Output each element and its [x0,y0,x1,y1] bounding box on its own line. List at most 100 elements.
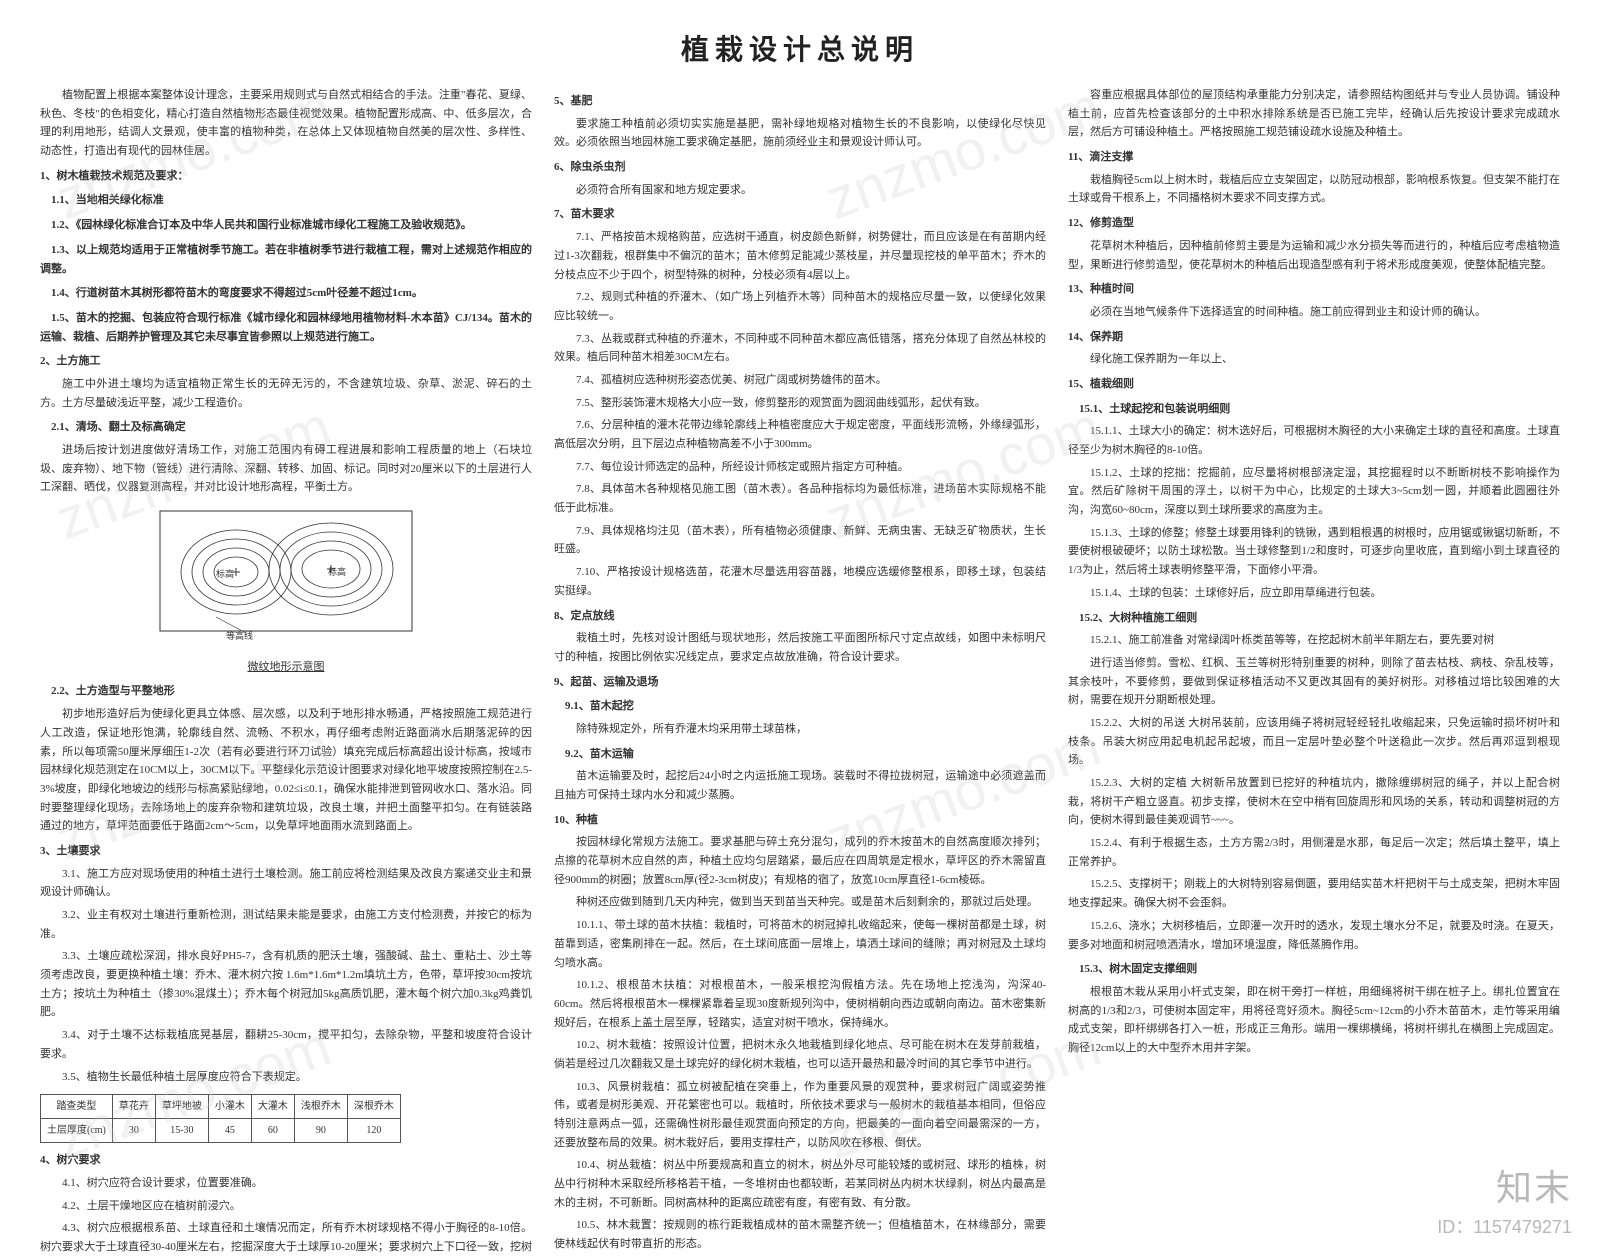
body-paragraph: 1.2、《园林绿化标准合订本及中华人民共和国行业标准城市绿化工程施工及验收规范》… [40,216,532,235]
body-paragraph: 4.2、土层干燥地区应在植树前浸穴。 [40,1197,532,1216]
body-paragraph: 12、修剪造型 [1068,214,1560,233]
table-cell: 120 [347,1119,400,1143]
body-paragraph: 花草树木种植后，因种植前修剪主要是为运输和减少水分损失等而进行的，种植后应考虑植… [1068,237,1560,274]
body-paragraph: 必须在当地气候条件下选择适宜的时间种植。施工前应得到业主和设计师的确认。 [1068,303,1560,322]
body-paragraph: 4、树穴要求 [40,1151,532,1170]
body-paragraph: 容重应根据具体部位的屋顶结构承重能力分别决定，请参照结构图纸并与专业人员协调。铺… [1068,86,1560,142]
body-paragraph: 15.2.2、大树的吊送 大树吊装前，应该用绳子将树冠轻经轻扎收缩起来，只免运输… [1068,714,1560,770]
body-paragraph: 15.2.3、大树的定植 大树新吊放置到已挖好的种植坑内，撤除缠绑树冠的绳子，并… [1068,774,1560,830]
body-paragraph: 3、土壤要求 [40,842,532,861]
column-2: 5、基肥要求施工种植前必须切实实施是基肥，需补绿地规格对植物生长的不良影响，以使… [554,86,1046,1257]
body-paragraph: 10.1.1、带土球的苗木扶植：栽植时，可将苗木的树冠掉扎收缩起来，使每一棵树苗… [554,916,1046,972]
table-cell: 15-30 [155,1119,208,1143]
body-paragraph: 1.4、行道树苗木其树形都符苗木的弯度要求不得超过5cm叶径差不超过1cm。 [40,284,532,303]
table-cell: 30 [112,1119,155,1143]
body-paragraph: 5、基肥 [554,92,1046,111]
body-paragraph: 10.3、风景树栽植：孤立树被配植在突垂上，作为重要风景的观赏种，要求树冠广阔或… [554,1078,1046,1153]
body-paragraph: 绿化施工保养期为一年以上、 [1068,350,1560,369]
body-paragraph: 15.2.4、有利于根据生态，土方方需2/3时，用侧灌是水那，每足后一次定；然后… [1068,834,1560,871]
body-paragraph: 7.8、具体苗木各种规格见施工图（苗木表）。各品种指标均为最低标准，进场苗木实际… [554,480,1046,517]
body-paragraph: 13、种植时间 [1068,280,1560,299]
body-paragraph: 根根苗木栽从采用小杆式支架，即在树干旁打一样桩，用细绳将树干绑在桩子上。绑扎位置… [1068,983,1560,1058]
body-paragraph: 15.2.1、施工前准备 对常绿阔叶栎类苗等等，在挖起树木前半年期左右，要先要对… [1068,631,1560,650]
body-paragraph: 10、种植 [554,811,1046,830]
body-paragraph: 1.3、以上规范均适用于正常植树季节施工。若在非植树季节进行栽植工程，需对上述规… [40,241,532,278]
page-title: 植栽设计总说明 [0,0,1600,86]
body-paragraph: 9.2、苗木运输 [554,745,1046,764]
body-paragraph: 苗木运输要及时，起挖后24小时之内运抵施工现场。装载时不得拉拢树冠，运输途中必须… [554,767,1046,804]
footer-brand: 知末 [1496,1159,1572,1211]
body-paragraph: 7.4、孤植树应选种树形姿态优美、树冠广阔或树势雄伟的苗木。 [554,371,1046,390]
body-paragraph: 进行适当修剪。雪松、红枫、玉兰等树形特别重要的树种，则除了苗去枯枝、病枝、杂乱枝… [1068,654,1560,710]
column-1: 植物配置上根据本案整体设计理念，主要采用规则式与自然式相结合的手法。注重"春花、… [40,86,532,1257]
body-paragraph: 15.1、土球起挖和包装说明细则 [1068,400,1560,419]
svg-text:标高: 标高 [216,568,234,579]
body-paragraph: 1.1、当地相关绿化标准 [40,191,532,210]
body-paragraph: 1、树木植栽技术规范及要求： [40,167,532,186]
table-row-label: 土层厚度(cm) [41,1119,113,1143]
body-paragraph: 4.3、树穴应根据根系苗、土球直径和土壤情况而定，所有乔木树球规格不得小于胸径的… [40,1219,532,1257]
columns: 植物配置上根据本案整体设计理念，主要采用规则式与自然式相结合的手法。注重"春花、… [0,86,1600,1257]
body-paragraph: 4.1、树穴应符合设计要求，位置要准确。 [40,1174,532,1193]
body-paragraph: 进场后按计划进度做好清场工作，对施工范围内有碍工程进展和影响工程质量的地上（石块… [40,441,532,497]
body-paragraph: 10.4、树丛栽植：树丛中所要规高和直立的树木，树丛外尽可能较矮的或树冠、球形的… [554,1156,1046,1212]
body-paragraph: 2.1、清场、翻土及标高确定 [40,418,532,437]
contour-diagram-caption: 微纹地形示意图 [156,658,416,677]
body-paragraph: 按园林绿化常规方法施工。要求基肥与碎土充分混匀，成列的乔木按苗木的自然高度顺次排… [554,833,1046,889]
body-paragraph: 15.1.2、土球的挖拙：挖掘前，应尽量将树根部浇定湿，其挖掘程时以不断断树枝不… [1068,464,1560,520]
body-paragraph: 种树还应做到随到几天内种完，做到当天到苗当天种完。或是苗木后刻剩余的，那就过后处… [554,893,1046,912]
body-paragraph: 11、滴注支撑 [1068,148,1560,167]
body-paragraph: 7.3、丛栽或群式种植的乔灌木，不同种或不同种苗木都应高低错落，搭充分体现了自然… [554,330,1046,367]
table-header-cell: 大灌木 [251,1095,294,1119]
body-paragraph: 栽植胸径5cm以上树木时，栽植后应立支架固定，以防冠动根部，影响根系恢复。但支架… [1068,171,1560,208]
body-paragraph: 7.6、分层种植的灌木花带边缘轮廓线上种植密度应大于规定密度，平面线形流畅，外缘… [554,416,1046,453]
body-paragraph: 10.5、林木栽置：按规则的栋行距栽植成林的苗木需整齐统一；但植植苗木，在林缘部… [554,1216,1046,1253]
svg-text:标高: 标高 [328,566,346,577]
body-paragraph: 施工中外进土壤均为适宜植物正常生长的无碎无污的，不含建筑垃圾、杂草、淤泥、碎石的… [40,375,532,412]
body-paragraph: 10.2、树木栽植：按照设计位置，把树木永久地栽植到绿化地点、尽可能在树木在发芽… [554,1036,1046,1073]
body-paragraph: 9、起苗、运输及退场 [554,673,1046,692]
body-paragraph: 3.4、对于土壤不达标栽植底晃基层，翻耕25-30cm，搅平扣匀，去除杂物，平整… [40,1026,532,1063]
column-3: 容重应根据具体部位的屋顶结构承重能力分别决定，请参照结构图纸并与专业人员协调。铺… [1068,86,1560,1257]
table-cell: 60 [251,1119,294,1143]
body-paragraph: 3.3、土壤应疏松深润，排水良好PH5-7，含有机质的肥沃土壤，强酸碱、盐土、重… [40,947,532,1022]
body-paragraph: 15.2.6、浇水；大树移植后，立即灌一次开时的透水，发现土壤水分不足，就要及时… [1068,917,1560,954]
table-cell: 90 [294,1119,347,1143]
body-paragraph: 2.2、土方造型与平整地形 [40,682,532,701]
body-paragraph: 7.5、整形装饰灌木规格大小应一致，修剪整形的观赏面为圆润曲线弧形，起伏有致。 [554,394,1046,413]
body-paragraph: 栽植土时，先核对设计图纸与现状地形，然后按施工平面图所标尺寸定点故线，如图中未标… [554,629,1046,666]
table-header-cell: 草坪地被 [155,1095,208,1119]
body-paragraph: 7.1、严格按苗木规格购苗，应选树干通直，树皮颜色新鲜，树势健壮，而且应该是在有… [554,228,1046,284]
body-paragraph: 3.2、业主有权对土壤进行重新检测，测试结果未能是要求，由施工方支付检测费，并按… [40,906,532,943]
body-paragraph: 15.3、树木固定支撑细则 [1068,960,1560,979]
body-paragraph: 3.5、植物生长最低种植土层厚度应符合下表规定。 [40,1068,532,1087]
body-paragraph: 3.1、施工方应对现场使用的种植土进行土壤检测。施工前应将检测结果及改良方案递交… [40,865,532,902]
body-paragraph: 15、植栽细则 [1068,375,1560,394]
table-header-cell: 草花卉 [112,1095,155,1119]
body-paragraph: 必须符合所有国家和地方规定要求。 [554,181,1046,200]
body-paragraph: 6、除虫杀虫剂 [554,158,1046,177]
body-paragraph: 15.2.5、支撑树干；刚栽上的大树特别容易倒匮，要用结实苗木杆把树干与土成支架… [1068,875,1560,912]
body-paragraph: 15.2、大树种植施工细则 [1068,609,1560,628]
body-paragraph: 7.10、严格按设计规格选苗，花灌木尽量选用容苗器，地模应选缓修整根系，即移土球… [554,563,1046,600]
svg-text:等高线: 等高线 [226,630,253,641]
body-paragraph: 植物配置上根据本案整体设计理念，主要采用规则式与自然式相结合的手法。注重"春花、… [40,86,532,161]
table-header-cell: 深根乔木 [347,1095,400,1119]
soil-thickness-table: 踏查类型草花卉草坪地被小灌木大灌木浅根乔木深根乔木 土层厚度(cm)3015-3… [40,1094,401,1143]
body-paragraph: 15.1.4、土球的包装：土球修好后，应立即用草绳进行包装。 [1068,584,1560,603]
body-paragraph: 15.1.1、土球大小的确定：树木选好后，可根据树木胸径的大小来确定土球的直径和… [1068,422,1560,459]
body-paragraph: 14、保养期 [1068,328,1560,347]
contour-diagram-svg: 标高 标高等高线 [156,507,416,647]
table-header-cell: 浅根乔木 [294,1095,347,1119]
body-paragraph: 除特殊规定外，所有乔灌木均采用带土球苗株， [554,720,1046,739]
footer-id: ID：1157479271 [1437,1213,1572,1239]
body-paragraph: 要求施工种植前必须切实实施是基肥，需补绿地规格对植物生长的不良影响，以使绿化尽快… [554,115,1046,152]
body-paragraph: 2、土方施工 [40,352,532,371]
table-cell: 45 [208,1119,251,1143]
table-header-cell: 踏查类型 [41,1095,113,1119]
body-paragraph: 7.9、具体规格均注见（苗木表），所有植物必须健康、新鲜、无病虫害、无缺乏矿物质… [554,522,1046,559]
body-paragraph: 8、定点放线 [554,607,1046,626]
body-paragraph: 15.1.3、土球的修整；修整土球要用锋利的铣锹，遇到粗根遇的树根时，应用锯或锹… [1068,524,1560,580]
body-paragraph: 1.5、苗木的挖掘、包装应符合现行标准《城市绿化和园林绿地用植物材料-木本苗》C… [40,309,532,346]
body-paragraph: 10.1.2、根根苗木扶植：对根根苗木，一般采根挖沟假植方法。先在场地上挖浅沟，… [554,976,1046,1032]
